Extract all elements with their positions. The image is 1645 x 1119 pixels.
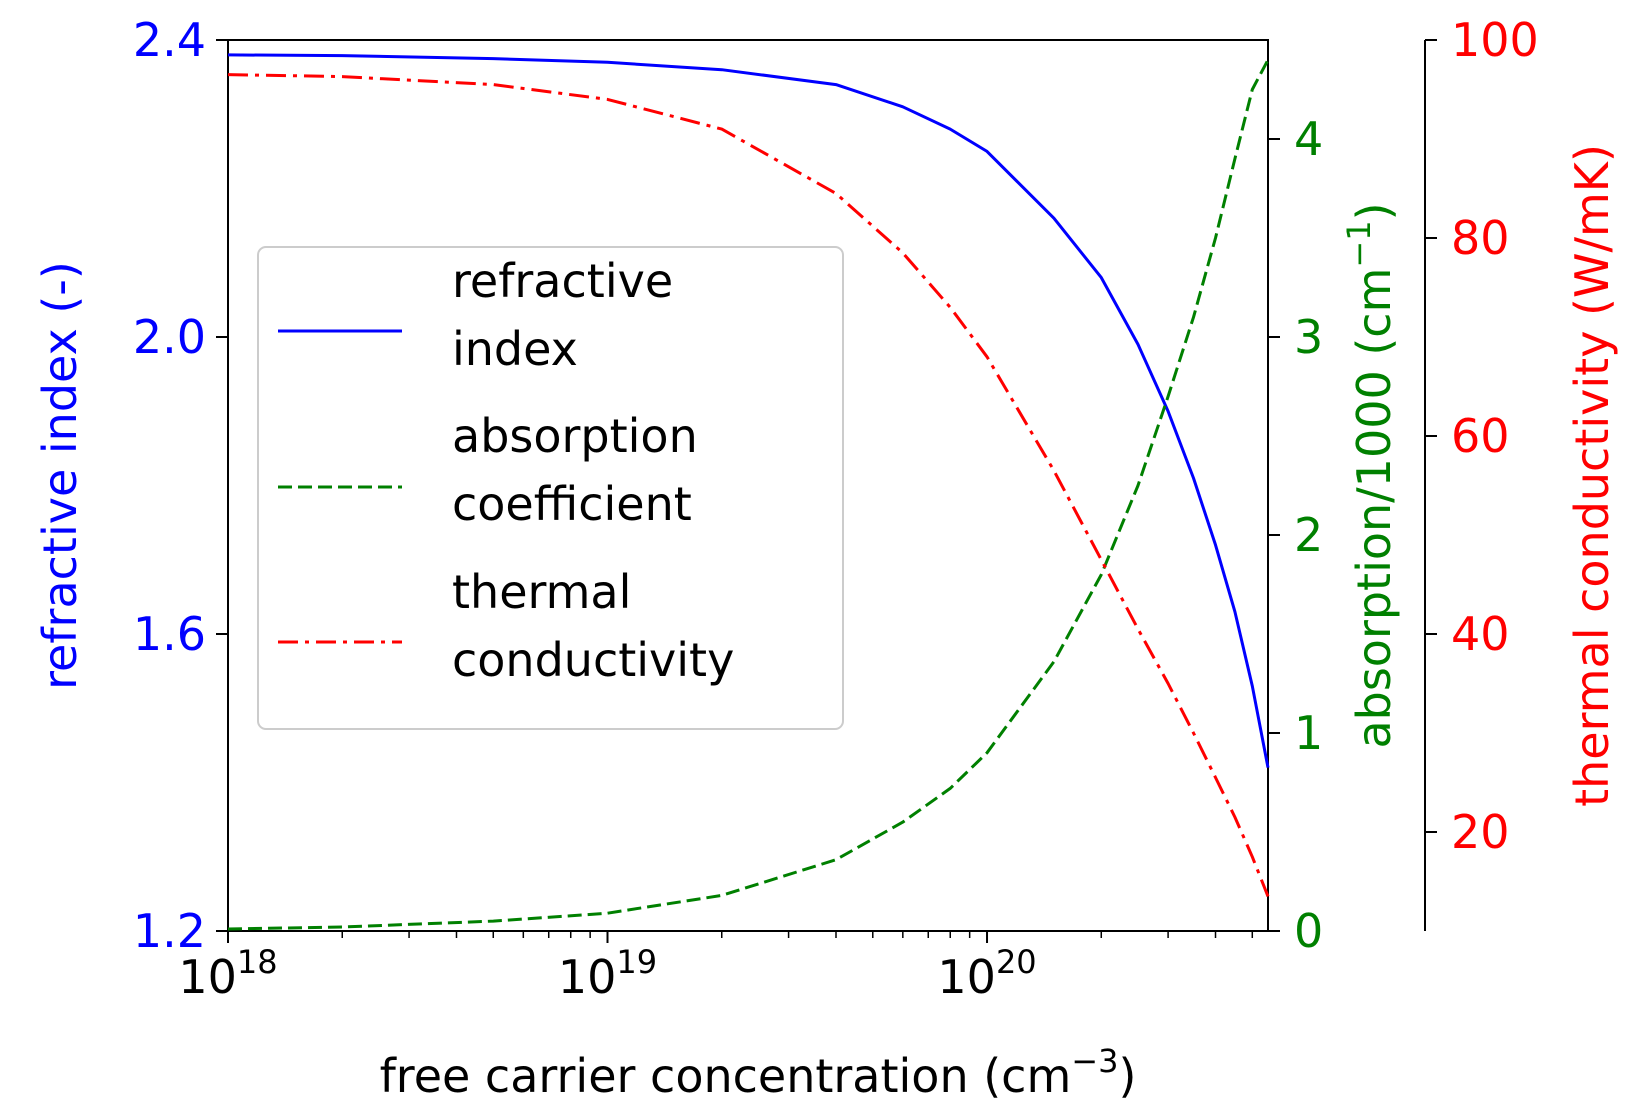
right1-tick-label: 3 — [1294, 310, 1323, 364]
left-tick-label: 1.6 — [133, 607, 206, 661]
right2-tick-label: 60 — [1451, 409, 1510, 463]
legend-label-line2: conductivity — [452, 633, 734, 687]
right1-tick-label: 0 — [1294, 904, 1323, 958]
right2-tick-label: 40 — [1451, 607, 1510, 661]
legend-label-line1: refractive — [452, 254, 673, 308]
left-tick-label: 1.2 — [133, 904, 206, 958]
x-tick-label: 1020 — [937, 943, 1036, 1004]
legend-box — [257, 246, 844, 730]
right2-tick-label: 100 — [1451, 13, 1539, 67]
series-line-3 — [227, 73, 1270, 897]
x-axis-label: free carrier concentration (cm−3) — [380, 1042, 1137, 1103]
plot-frame — [227, 39, 1269, 932]
legend-label-line2: index — [452, 322, 578, 376]
right1-tick-label: 1 — [1294, 706, 1323, 760]
x-tick-label: 1019 — [558, 943, 657, 1004]
right2-tick-label: 20 — [1451, 805, 1510, 859]
legend-label-line1: absorption — [452, 409, 698, 463]
left-axis-label: refractive index (-) — [33, 261, 87, 690]
right1-tick-label: 4 — [1294, 112, 1323, 166]
series-line-1 — [227, 53, 1270, 768]
series-line-2 — [227, 59, 1270, 931]
legend-label-line1: thermal — [452, 565, 631, 619]
legend: refractive index absorption coefficient ther… — [257, 246, 844, 730]
right2-tick-label: 80 — [1451, 211, 1510, 265]
right1-axis-label: absorption/1000 (cm−1) — [1340, 202, 1401, 748]
left-tick-label: 2.0 — [133, 310, 206, 364]
series-layer — [227, 53, 1270, 931]
x-tick-label: 1018 — [178, 943, 277, 1004]
legend-label-line2: coefficient — [452, 477, 692, 531]
right2-axis-label: thermal conductivity (W/mK) — [1565, 144, 1619, 807]
plot-area — [227, 39, 1269, 932]
left-tick-label: 2.4 — [133, 13, 206, 67]
right1-tick-label: 2 — [1294, 508, 1323, 562]
